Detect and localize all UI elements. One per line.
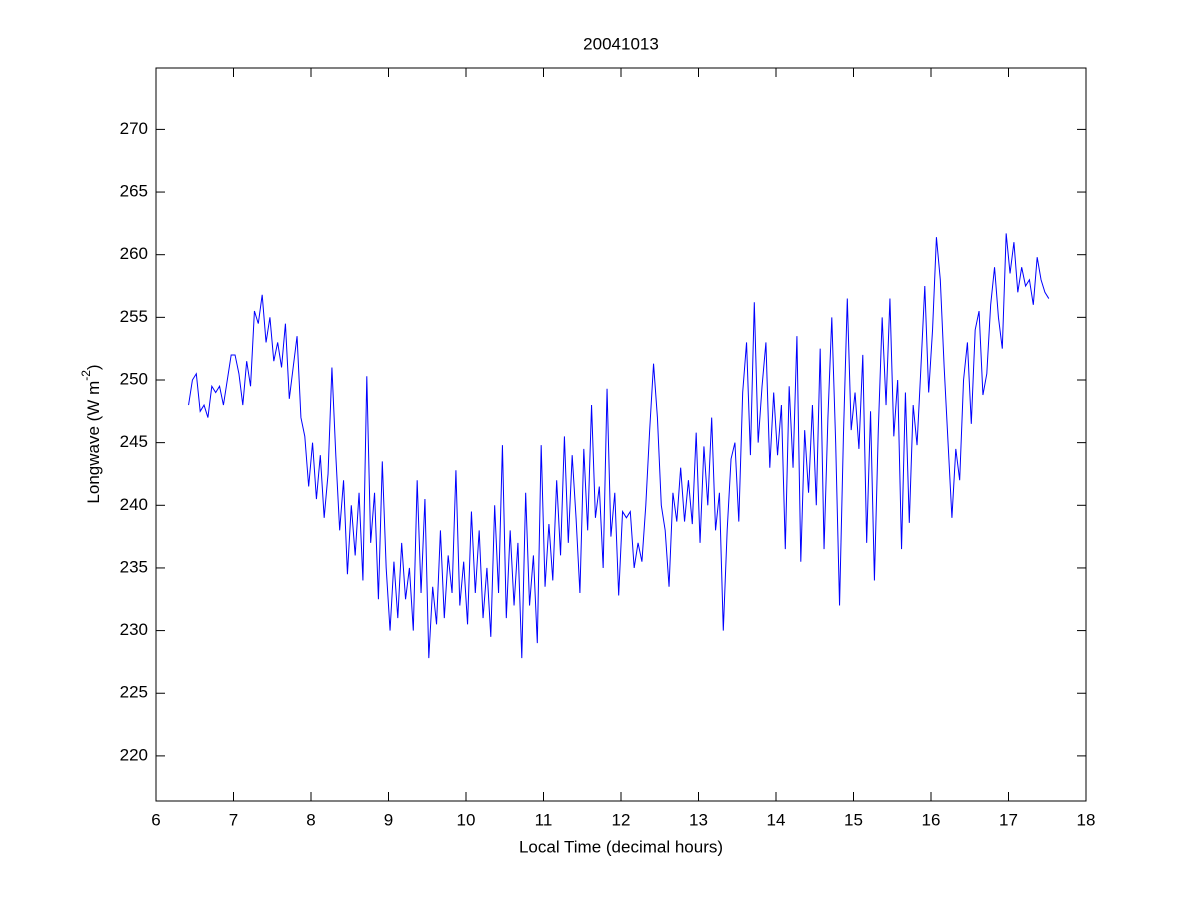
plot-area xyxy=(155,67,1087,802)
x-tick-label: 10 xyxy=(457,810,476,829)
y-tick-label: 255 xyxy=(120,307,148,326)
x-tick-label: 14 xyxy=(767,810,786,829)
data-line xyxy=(188,233,1050,659)
y-axis-label-text: Longwave (W m xyxy=(84,381,103,504)
x-tick-label: 8 xyxy=(306,810,315,829)
y-tick-label: 240 xyxy=(120,495,148,514)
x-tick-label: 18 xyxy=(1077,810,1096,829)
y-tick-label: 225 xyxy=(120,683,148,702)
x-tick-label: 15 xyxy=(844,810,863,829)
chart-title: 20041013 xyxy=(583,34,659,53)
x-tick-label: 7 xyxy=(229,810,238,829)
y-tick-label: 250 xyxy=(120,369,148,388)
x-tick-label: 17 xyxy=(999,810,1018,829)
x-axis-label: Local Time (decimal hours) xyxy=(519,837,723,856)
x-tick-label: 6 xyxy=(151,810,160,829)
x-tick-label: 16 xyxy=(922,810,941,829)
y-tick-label: 265 xyxy=(120,182,148,201)
y-axis-label-superscript: -2 xyxy=(79,370,93,381)
x-tick-label: 12 xyxy=(612,810,631,829)
y-tick-label: 230 xyxy=(120,620,148,639)
x-tick-label: 13 xyxy=(689,810,708,829)
x-tick-label: 11 xyxy=(535,810,553,829)
y-axis-label: Longwave (W m-2) xyxy=(79,364,103,503)
y-tick-label: 270 xyxy=(120,119,148,138)
y-tick-label: 260 xyxy=(120,244,148,263)
y-tick-label: 220 xyxy=(120,745,148,764)
y-axis-label-suffix: ) xyxy=(84,364,103,370)
x-tick-label: 9 xyxy=(384,810,393,829)
y-tick-label: 245 xyxy=(120,432,148,451)
y-tick-label: 235 xyxy=(120,557,148,576)
